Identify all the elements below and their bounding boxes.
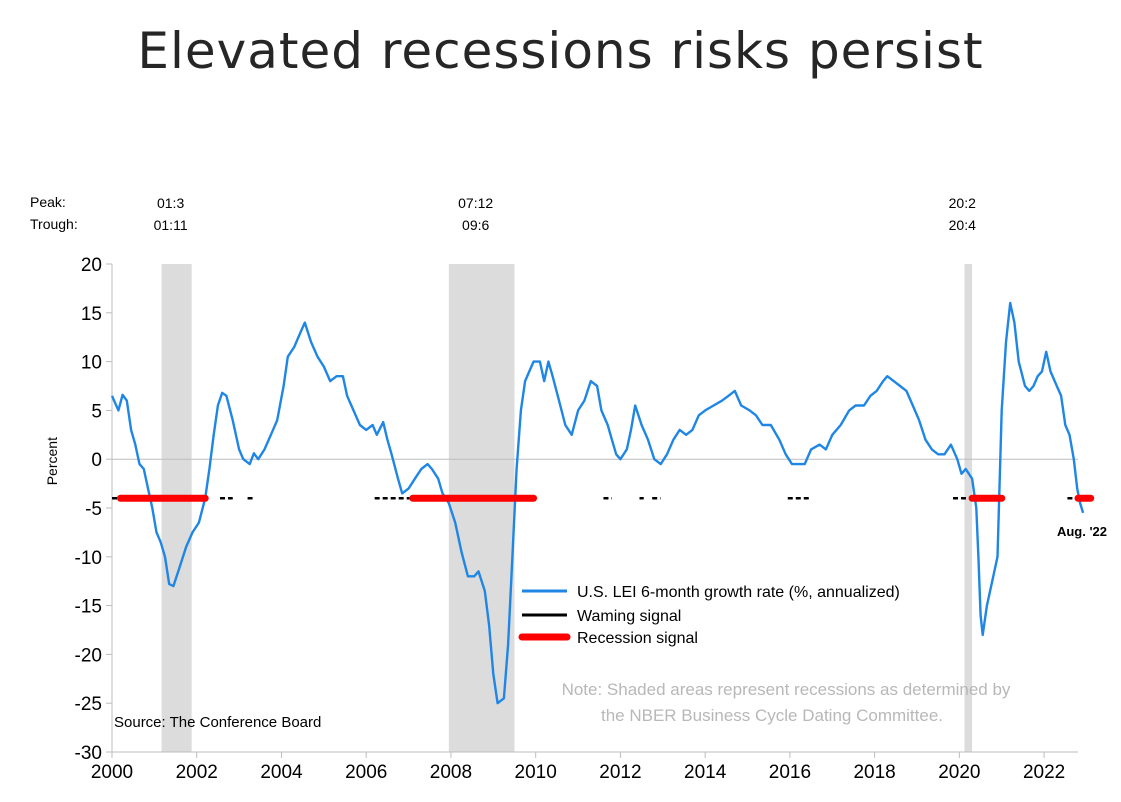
y-tick-label: -10 [75, 548, 102, 569]
x-tick-label: 2004 [260, 762, 303, 783]
recession-shade [964, 264, 973, 752]
shading-note-line2: the NBER Business Cycle Dating Committee… [601, 706, 943, 725]
x-tick-label: 2008 [430, 762, 472, 783]
x-tick-label: 2010 [515, 762, 557, 783]
peak-row-label: Peak: [30, 194, 66, 210]
x-tick-label: 2012 [599, 762, 641, 783]
y-tick-label: 0 [91, 450, 102, 471]
x-tick-label: 2022 [1023, 762, 1065, 783]
y-axis-label: Percent [44, 437, 60, 485]
recession-peak-label: 01:3 [157, 195, 184, 211]
trough-row-label: Trough: [30, 216, 78, 232]
last-point-label: Aug. '22 [1057, 524, 1107, 539]
recession-shade [161, 264, 192, 752]
x-tick-label: 2018 [853, 762, 895, 783]
shading-note-line1: Note: Shaded areas represent recessions … [562, 680, 1011, 699]
x-tick-label: 2014 [684, 762, 727, 783]
y-tick-label: -15 [75, 597, 102, 618]
y-tick-label: 10 [81, 353, 102, 374]
page-title: Elevated recessions risks persist [137, 22, 984, 80]
y-tick-label: -20 [75, 645, 102, 666]
x-tick-label: 2016 [769, 762, 811, 783]
recession-shade [448, 264, 515, 752]
x-tick-label: 2002 [176, 762, 218, 783]
y-tick-label: -30 [75, 743, 102, 764]
y-tick-label: -25 [75, 694, 102, 715]
legend-lei-label: U.S. LEI 6-month growth rate (%, annuali… [577, 584, 900, 601]
lei-series-line [110, 301, 1085, 705]
x-tick-label: 2020 [938, 762, 980, 783]
recession-peak-label: 20:2 [949, 195, 976, 211]
recession-trough-label: 09:6 [462, 217, 489, 233]
x-tick-label: 2000 [91, 762, 133, 783]
y-tick-label: -5 [85, 499, 102, 520]
x-tick-label: 2006 [345, 762, 387, 783]
y-tick-label: 20 [81, 255, 102, 276]
source-note: Source: The Conference Board [114, 714, 321, 731]
legend-recession-label: Recession signal [577, 630, 698, 647]
recession-peak-label: 07:12 [458, 195, 493, 211]
legend-warning-label: Waming signal [577, 608, 681, 625]
y-tick-label: 5 [91, 401, 102, 422]
recession-trough-label: 20:4 [949, 217, 976, 233]
recession-trough-label: 01:11 [154, 217, 188, 233]
y-tick-label: 15 [81, 304, 102, 325]
